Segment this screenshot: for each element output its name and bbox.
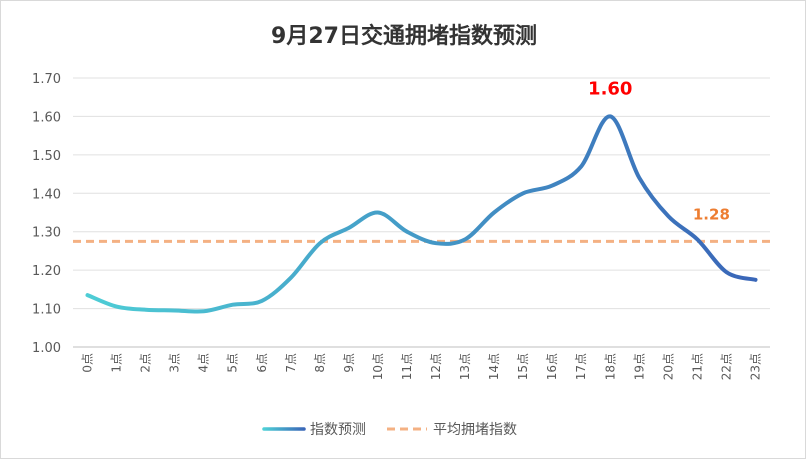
x-axis-ticks: 0点 1点 2点 3点 4点 5点 6点 7点 8点 9点 10点 11点 12点 13点 14点 15点 16…	[81, 353, 763, 380]
y-tick-label: 1.50	[32, 149, 61, 164]
x-tick-label: 16点	[545, 353, 559, 380]
y-tick-label: 1.20	[32, 264, 61, 279]
x-tick-label: 14点	[487, 353, 501, 380]
x-tick-label: 2点	[139, 353, 153, 373]
y-axis-ticks: 1.00 1.10 1.20 1.30 1.40 1.50 1.60 1.70	[32, 72, 61, 356]
y-tick-label: 1.30	[32, 226, 61, 241]
chart-title: 9月27日交通拥堵指数预测	[271, 23, 537, 49]
x-tick-label: 12点	[429, 353, 443, 380]
legend-label-forecast: 指数预测	[310, 422, 366, 438]
x-tick-label: 19点	[632, 353, 646, 380]
x-tick-label: 5点	[226, 353, 240, 373]
x-tick-label: 6点	[255, 353, 269, 373]
x-tick-label: 13点	[458, 353, 472, 380]
y-tick-label: 1.60	[32, 110, 61, 125]
y-tick-label: 1.00	[32, 341, 61, 356]
x-tick-label: 7点	[284, 353, 298, 373]
y-tick-label: 1.70	[32, 72, 61, 87]
x-tick-label: 1点	[110, 353, 124, 373]
x-tick-label: 11点	[400, 353, 414, 380]
gridlines	[73, 77, 770, 348]
y-tick-label: 1.40	[32, 187, 61, 202]
x-tick-label: 17点	[574, 353, 588, 380]
x-tick-label: 10点	[371, 353, 385, 380]
x-tick-label: 4点	[197, 353, 211, 373]
annotation-label-peak: 1.60	[588, 78, 632, 99]
legend-item-forecast: 指数预测	[262, 422, 366, 438]
series-group	[73, 114, 770, 314]
legend-label-average: 平均拥堵指数	[433, 422, 517, 438]
legend: 指数预测 平均拥堵指数	[262, 422, 517, 438]
series-line-forecast	[85, 114, 758, 314]
annotations: 1.60 1.28	[588, 78, 730, 223]
x-tick-label: 8点	[313, 353, 327, 373]
x-tick-label: 15点	[516, 353, 530, 380]
annotation-label-average: 1.28	[693, 205, 730, 223]
x-tick-label: 20点	[661, 353, 675, 380]
x-tick-label: 9点	[342, 353, 356, 373]
x-tick-label: 23点	[748, 353, 762, 380]
x-tick-label: 0点	[81, 353, 95, 373]
y-tick-label: 1.10	[32, 303, 61, 318]
legend-item-average: 平均拥堵指数	[387, 422, 517, 438]
x-tick-label: 21点	[690, 353, 704, 380]
x-tick-label: 22点	[719, 353, 733, 380]
x-tick-label: 18点	[603, 353, 617, 380]
x-tick-label: 3点	[168, 353, 182, 373]
